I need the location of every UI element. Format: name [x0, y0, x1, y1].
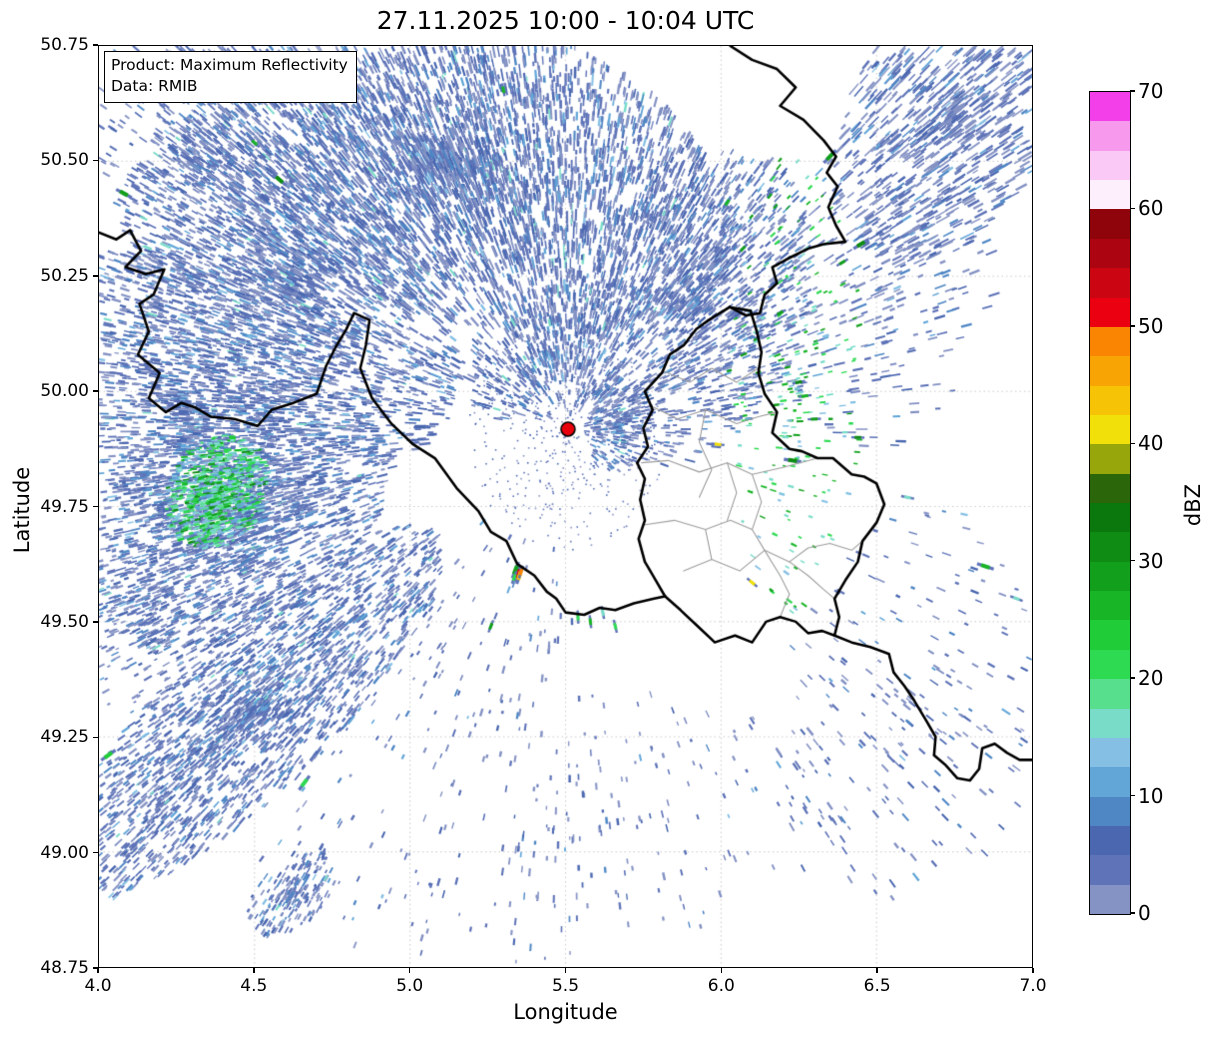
colorbar-block [1090, 679, 1130, 709]
colorbar-block [1090, 767, 1130, 797]
colorbar-block [1090, 591, 1130, 621]
y-tick-mark [93, 967, 98, 969]
radar-reflectivity-canvas [99, 46, 1032, 967]
y-tick-label: 50.50 [40, 150, 89, 171]
product-annotation-box: Product: Maximum Reflectivity Data: RMIB [104, 51, 357, 103]
y-tick-mark [93, 44, 98, 46]
x-tick-label: 4.0 [84, 976, 112, 996]
colorbar-block [1090, 884, 1130, 915]
y-axis-label-wrap: Latitude [8, 430, 36, 590]
map-plot-area: Product: Maximum Reflectivity Data: RMIB [98, 45, 1033, 968]
x-tick-mark [97, 968, 99, 973]
colorbar-tick-mark [1130, 559, 1135, 562]
x-tick-mark [253, 968, 255, 973]
colorbar-block [1090, 620, 1130, 650]
colorbar-block [1090, 326, 1130, 357]
colorbar-block [1090, 238, 1130, 269]
colorbar-tick-label: 0 [1138, 901, 1151, 925]
colorbar-tick-mark [1130, 794, 1135, 797]
x-tick-label: 7.0 [1019, 976, 1047, 996]
colorbar-tick-mark [1130, 442, 1135, 445]
colorbar-tick-label: 50 [1138, 313, 1164, 338]
colorbar-tick-label: 30 [1138, 548, 1164, 573]
y-tick-label: 49.00 [40, 842, 89, 863]
colorbar-label: dBZ [1181, 483, 1205, 527]
y-tick-label: 50.75 [40, 35, 89, 55]
y-tick-label: 50.25 [40, 265, 89, 286]
x-tick-mark [408, 968, 411, 973]
y-tick-mark [93, 275, 98, 277]
colorbar-tick-label: 60 [1138, 196, 1164, 221]
x-tick-label: 5.5 [551, 976, 580, 996]
y-tick-label: 49.75 [40, 496, 89, 517]
x-tick-label: 5.0 [396, 976, 424, 996]
y-tick-mark [93, 736, 98, 738]
colorbar-block [1090, 796, 1130, 826]
colorbar-block [1090, 561, 1130, 592]
colorbar-block [1090, 356, 1130, 386]
x-tick-mark [876, 968, 878, 973]
y-tick-label: 49.50 [40, 611, 89, 632]
colorbar-tick-mark [1130, 325, 1135, 327]
colorbar-tick-label: 40 [1138, 431, 1164, 456]
colorbar-block [1090, 297, 1130, 327]
y-tick-label: 50.00 [40, 381, 89, 402]
colorbar-block [1090, 532, 1130, 562]
colorbar-label-wrap: dBZ [1180, 455, 1206, 555]
y-tick-mark [93, 621, 98, 623]
colorbar-block [1090, 503, 1130, 533]
colorbar-block [1090, 92, 1130, 122]
colorbar-tick-mark [1130, 207, 1135, 210]
colorbar-block [1090, 649, 1130, 680]
colorbar-tick-mark [1130, 912, 1135, 914]
colorbar-tick-label: 70 [1138, 79, 1164, 103]
colorbar-block [1090, 180, 1130, 210]
colorbar-block [1090, 825, 1130, 856]
x-tick-mark [564, 968, 567, 973]
colorbar-block [1090, 385, 1130, 415]
figure-title: 27.11.2025 10:00 - 10:04 UTC [376, 6, 755, 35]
colorbar-block [1090, 855, 1130, 885]
colorbar-block [1090, 268, 1130, 298]
x-tick-mark [720, 968, 723, 973]
y-tick-mark [93, 390, 98, 392]
colorbar-tick-mark [1130, 677, 1135, 679]
y-axis-label: Latitude [10, 466, 34, 554]
x-tick-mark [1032, 968, 1034, 973]
colorbar-tick-mark [1130, 90, 1135, 92]
x-tick-label: 6.5 [863, 976, 891, 996]
colorbar-block [1090, 473, 1130, 504]
colorbar-block [1090, 444, 1130, 474]
colorbar-block [1090, 708, 1130, 738]
colorbar-block [1090, 121, 1130, 151]
colorbar-block [1090, 150, 1130, 181]
y-tick-mark [93, 159, 98, 162]
colorbar [1089, 91, 1131, 915]
colorbar-block [1090, 414, 1130, 445]
x-tick-label: 6.0 [707, 976, 735, 996]
data-source-line: Data: RMIB [111, 77, 198, 96]
product-line: Product: Maximum Reflectivity [111, 56, 348, 74]
y-tick-mark [93, 851, 98, 854]
y-tick-label: 48.75 [40, 958, 89, 978]
y-tick-label: 49.25 [40, 727, 89, 748]
colorbar-block [1090, 737, 1130, 768]
colorbar-tick-label: 10 [1138, 783, 1164, 808]
x-axis-label: Longitude [513, 1000, 618, 1024]
colorbar-tick-label: 20 [1138, 666, 1164, 691]
y-tick-mark [93, 505, 98, 508]
colorbar-block [1090, 209, 1130, 239]
x-tick-label: 4.5 [240, 976, 268, 996]
